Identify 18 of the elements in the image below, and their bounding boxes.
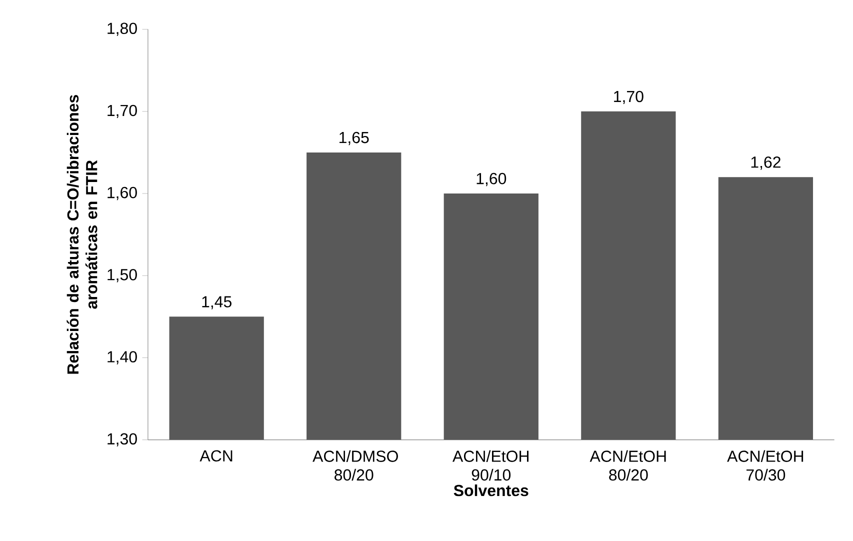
data-label: 1,60	[476, 172, 506, 186]
data-label: 1,45	[202, 296, 232, 310]
data-label: 1,65	[340, 132, 369, 146]
x-tick-label: ACN	[200, 450, 232, 462]
x-tick-label: ACN/EtOH 90/10	[452, 450, 528, 481]
data-label: 1,62	[751, 156, 780, 170]
y-tick-label: 1,40	[108, 351, 137, 364]
x-tick-label: ACN/EtOH 70/30	[727, 450, 804, 481]
x-axis-title: Solventes	[454, 484, 528, 496]
y-tick-label: 1,50	[108, 268, 137, 282]
y-axis-title: Relación de alturas C=O/vibraciones aromáticas en FTIR	[66, 94, 98, 374]
y-tick-label: 1,60	[108, 186, 137, 200]
data-label: 1,70	[614, 90, 644, 104]
x-tick-label: ACN/EtOH 80/20	[590, 450, 666, 481]
y-tick-label: 1,80	[108, 22, 137, 36]
y-tick-label: 1,30	[108, 433, 137, 446]
y-tick-label: 1,70	[108, 104, 137, 118]
x-tick-label: ACN/DMSO 80/20	[312, 450, 398, 481]
